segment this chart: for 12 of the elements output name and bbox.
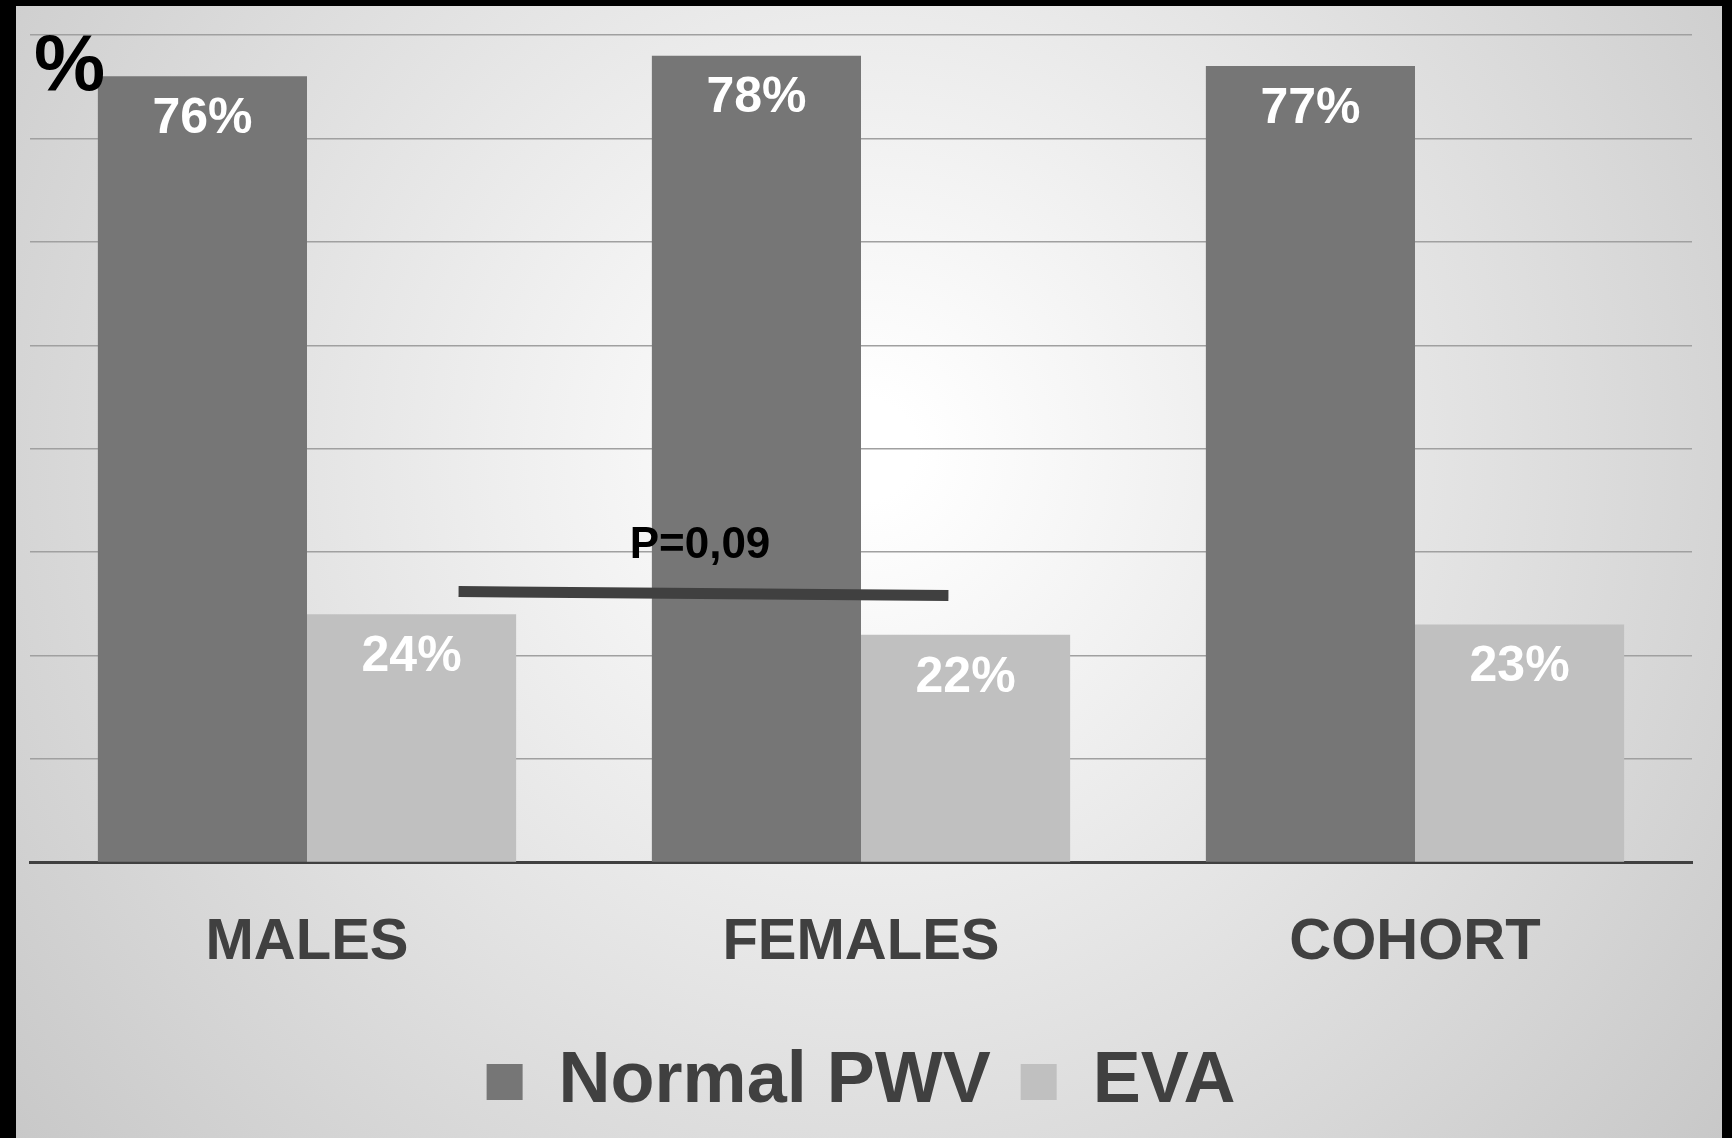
x-tick-label: MALES — [205, 906, 409, 972]
data-label: 76% — [152, 88, 253, 145]
data-label: 22% — [915, 646, 1016, 703]
legend-label: EVA — [1092, 1036, 1236, 1117]
data-label: 77% — [1260, 77, 1361, 134]
x-tick-label: COHORT — [1289, 906, 1541, 972]
legend-label: Normal PWV — [558, 1036, 991, 1117]
x-tick-label: FEMALES — [722, 906, 1000, 972]
data-label: 24% — [361, 625, 462, 682]
data-label: 78% — [706, 67, 807, 124]
data-label: 23% — [1469, 636, 1570, 693]
y-axis-title: % — [34, 18, 106, 108]
